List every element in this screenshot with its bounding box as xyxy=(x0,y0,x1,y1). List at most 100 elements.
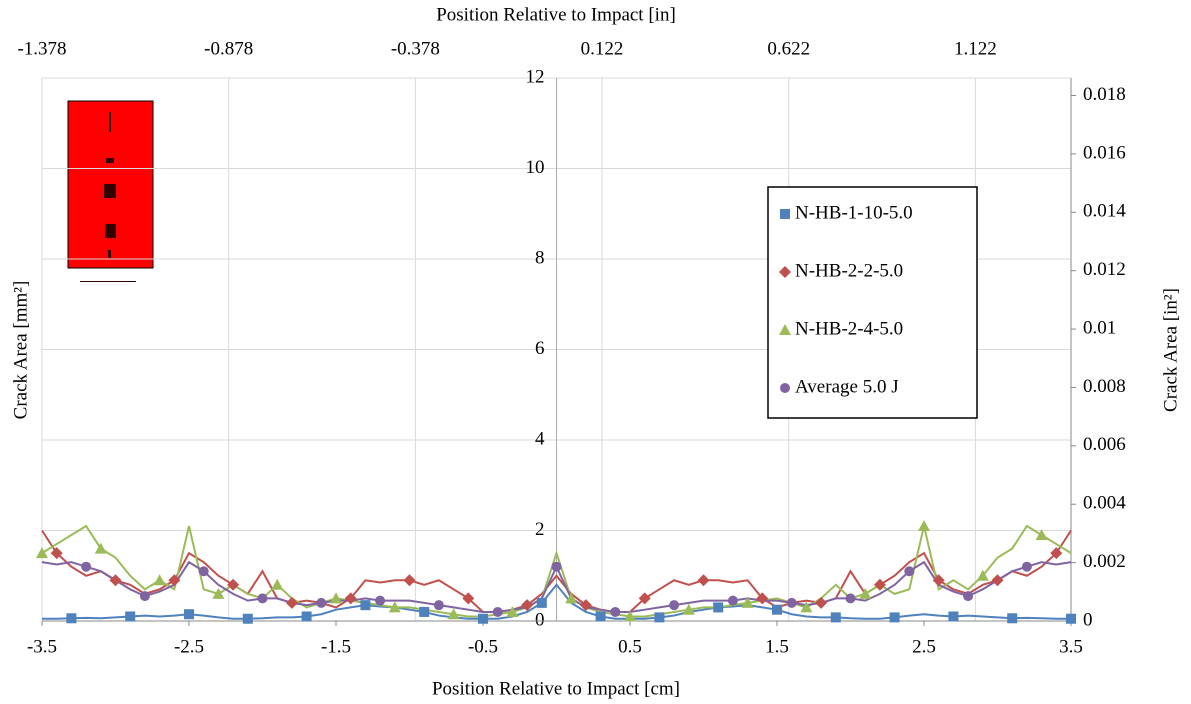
series-line xyxy=(41,524,1072,618)
marker xyxy=(889,612,900,623)
marker xyxy=(904,566,915,577)
marker xyxy=(301,611,312,622)
marker xyxy=(727,595,738,606)
marker xyxy=(212,587,225,599)
legend-label: N-HB-2-2-5.0 xyxy=(795,260,903,281)
marker xyxy=(109,574,122,587)
y2-tick-label: 0.006 xyxy=(1083,434,1126,455)
marker xyxy=(624,610,636,622)
y2-tick-label: 0.008 xyxy=(1083,376,1126,397)
x-axis-title: Position Relative to Impact [cm] xyxy=(432,678,680,699)
marker xyxy=(433,600,444,611)
marker xyxy=(521,599,534,612)
marker xyxy=(551,561,562,572)
marker xyxy=(963,591,974,602)
marker xyxy=(271,578,284,590)
marker xyxy=(595,611,606,622)
y2-tick-label: 0.01 xyxy=(1083,317,1116,338)
marker xyxy=(242,613,253,624)
y-axis-title: Crack Area [mm²] xyxy=(10,281,31,420)
y2-tick-label: 0.002 xyxy=(1083,551,1126,572)
marker xyxy=(1021,561,1032,572)
legend-label: N-HB-1-10-5.0 xyxy=(795,202,913,223)
marker xyxy=(375,595,386,606)
marker xyxy=(447,608,460,620)
marker xyxy=(976,569,989,581)
marker xyxy=(257,593,268,604)
marker xyxy=(360,600,371,611)
marker xyxy=(1007,613,1018,624)
marker xyxy=(682,603,695,615)
x2-tick-label: -0.878 xyxy=(204,38,253,59)
marker xyxy=(779,324,791,335)
marker xyxy=(1035,529,1048,541)
y2-tick-label: 0.004 xyxy=(1083,493,1126,514)
y-tick-label: 8 xyxy=(535,247,545,268)
marker xyxy=(918,519,930,531)
marker xyxy=(1050,547,1063,560)
marker xyxy=(227,578,240,591)
marker xyxy=(669,600,680,611)
marker xyxy=(948,611,959,622)
y2-tick-label: 0.016 xyxy=(1083,142,1126,163)
x-tick-label: 1.5 xyxy=(765,636,789,657)
y2-axis-title: Crack Area [in²] xyxy=(1160,288,1181,412)
inset-image xyxy=(67,100,154,282)
x-tick-label: 0.5 xyxy=(618,636,642,657)
marker xyxy=(492,606,503,617)
marker xyxy=(713,602,724,613)
marker xyxy=(388,601,401,613)
y2-tick-label: 0 xyxy=(1083,609,1093,630)
marker xyxy=(506,605,519,617)
x2-tick-label: -1.378 xyxy=(17,38,66,59)
x2-tick-label: 0.122 xyxy=(581,38,624,59)
x2-tick-label: 0.622 xyxy=(767,38,810,59)
y-tick-label: 12 xyxy=(526,66,545,87)
legend: N-HB-1-10-5.0 N-HB-2-2-5.0 N-HB-2-4-5.0 Ave… xyxy=(767,186,978,419)
y2-tick-label: 0.012 xyxy=(1083,259,1126,280)
x-tick-label: 2.5 xyxy=(912,636,936,657)
marker xyxy=(780,209,790,219)
marker xyxy=(153,574,166,586)
x2-tick-label: -0.378 xyxy=(391,38,440,59)
marker xyxy=(50,547,63,560)
marker xyxy=(991,574,1004,587)
x-tick-label: -1.5 xyxy=(321,636,351,657)
marker xyxy=(830,612,841,623)
y2-tick-label: 0.014 xyxy=(1083,201,1126,222)
marker xyxy=(285,596,298,609)
x-tick-label: 3.5 xyxy=(1059,636,1083,657)
marker xyxy=(316,597,327,608)
y-tick-label: 4 xyxy=(535,428,545,449)
marker xyxy=(638,592,651,605)
x-tick-label: -2.5 xyxy=(174,636,204,657)
x-tick-label: -0.5 xyxy=(468,636,498,657)
marker xyxy=(462,592,475,605)
x-tick-label: -3.5 xyxy=(27,636,57,657)
marker xyxy=(859,587,872,599)
marker xyxy=(779,266,791,278)
marker xyxy=(198,566,209,577)
x2-axis-title: Position Relative to Impact [in] xyxy=(436,4,676,25)
series-line xyxy=(41,529,1072,613)
legend-label: N-HB-2-4-5.0 xyxy=(795,318,903,339)
marker xyxy=(419,606,430,617)
y-tick-label: 0 xyxy=(535,609,545,630)
marker xyxy=(344,592,357,605)
marker xyxy=(741,596,754,608)
marker xyxy=(780,383,790,393)
marker xyxy=(610,606,621,617)
marker xyxy=(168,574,181,587)
marker xyxy=(125,611,136,622)
y2-tick-label: 0.018 xyxy=(1083,84,1126,105)
marker xyxy=(94,542,107,554)
legend-box xyxy=(767,186,978,419)
marker xyxy=(403,574,416,587)
y-tick-label: 6 xyxy=(535,338,545,359)
marker xyxy=(36,547,48,559)
marker xyxy=(654,612,665,623)
marker xyxy=(330,592,342,604)
x2-tick-label: 1.122 xyxy=(954,38,997,59)
marker xyxy=(932,574,945,587)
